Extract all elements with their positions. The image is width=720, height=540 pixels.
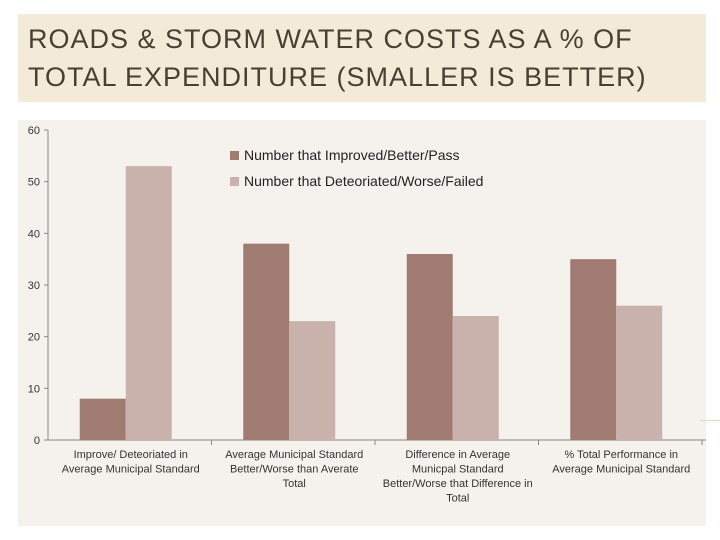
y-tick-label: 60 <box>28 125 40 137</box>
y-tick-label: 20 <box>28 332 40 344</box>
category-label: Total <box>283 478 306 490</box>
category-label: Municpal Standard <box>412 464 504 476</box>
legend-swatch <box>230 177 239 186</box>
category-label: Improve/ Deteoriated in <box>74 449 188 461</box>
legend-swatch <box>230 151 239 160</box>
bar-deteriorated-4 <box>616 305 663 440</box>
y-tick-label: 40 <box>28 228 40 240</box>
bar-deteriorated-1 <box>125 166 172 440</box>
category-label: Difference in Average <box>405 449 510 461</box>
category-label: Better/Worse than Averate <box>230 464 359 476</box>
bar-improved-1 <box>79 398 126 440</box>
category-label: Average Municipal Standard <box>225 449 363 461</box>
slide-title: ROADS & STORM WATER COSTS AS A % OF TOTA… <box>28 24 647 92</box>
bar-improved-4 <box>570 259 617 440</box>
category-label: Better/Worse that Difference in <box>383 478 533 490</box>
y-tick-label: 0 <box>34 435 40 447</box>
decorative-line <box>700 420 720 421</box>
bar-deteriorated-2 <box>289 321 336 440</box>
bar-improved-3 <box>406 254 453 440</box>
bar-improved-2 <box>243 243 290 440</box>
category-label: Average Municipal Standard <box>62 464 200 476</box>
y-tick-label: 10 <box>28 383 40 395</box>
legend-label: Number that Deteoriated/Worse/Failed <box>244 173 483 189</box>
category-label: % Total Performance in <box>564 449 678 461</box>
bar-deteriorated-3 <box>452 316 499 440</box>
y-tick-label: 30 <box>28 280 40 292</box>
legend-label: Number that Improved/Better/Pass <box>244 147 460 163</box>
right-margin <box>706 0 720 540</box>
category-label: Total <box>446 493 469 505</box>
title-band <box>18 14 706 102</box>
y-tick-label: 50 <box>28 177 40 189</box>
category-label: Average Municipal Standard <box>552 464 690 476</box>
